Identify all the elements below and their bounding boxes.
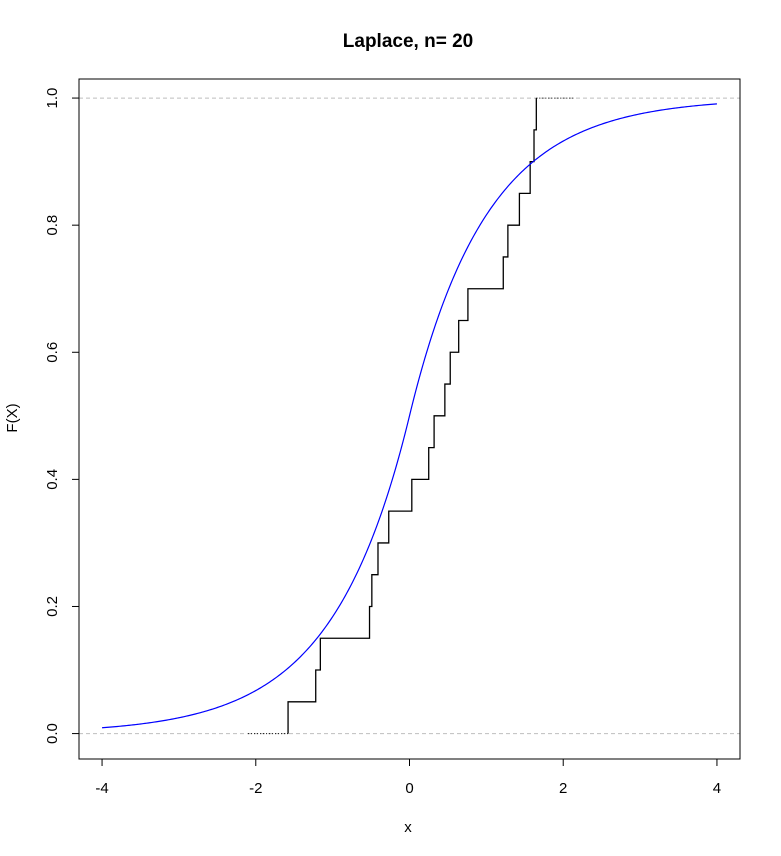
x-axis-label: x (404, 819, 412, 836)
y-tick-label-5: 1.0 (44, 88, 61, 109)
reference-lines (79, 97, 740, 735)
x-tick-label-0: -4 (95, 780, 108, 797)
plot-frame (78, 78, 741, 760)
y-tick-label-3: 0.6 (44, 342, 61, 363)
ecdf-series (248, 97, 575, 735)
y-tick-label-1: 0.2 (44, 596, 61, 617)
x-tick-label-3: 2 (559, 780, 567, 797)
y-tick-label-0: 0.0 (44, 723, 61, 744)
x-axis: -4 -2 0 2 4 (95, 758, 721, 797)
y-axis: 0.0 0.2 0.4 0.6 0.8 1.0 (44, 88, 80, 744)
x-tick-label-4: 4 (713, 780, 721, 797)
y-tick-label-4: 0.8 (44, 215, 61, 236)
y-axis-label: F(X) (4, 403, 21, 432)
y-tick-label-2: 0.4 (44, 469, 61, 490)
x-tick-label-2: 0 (405, 780, 413, 797)
laplace-cdf-curve (102, 103, 717, 729)
chart-title: Laplace, n= 20 (343, 31, 473, 52)
ecdf-step-line (287, 98, 537, 734)
laplace-cdf-series (102, 103, 717, 729)
x-tick-label-1: -2 (249, 780, 262, 797)
